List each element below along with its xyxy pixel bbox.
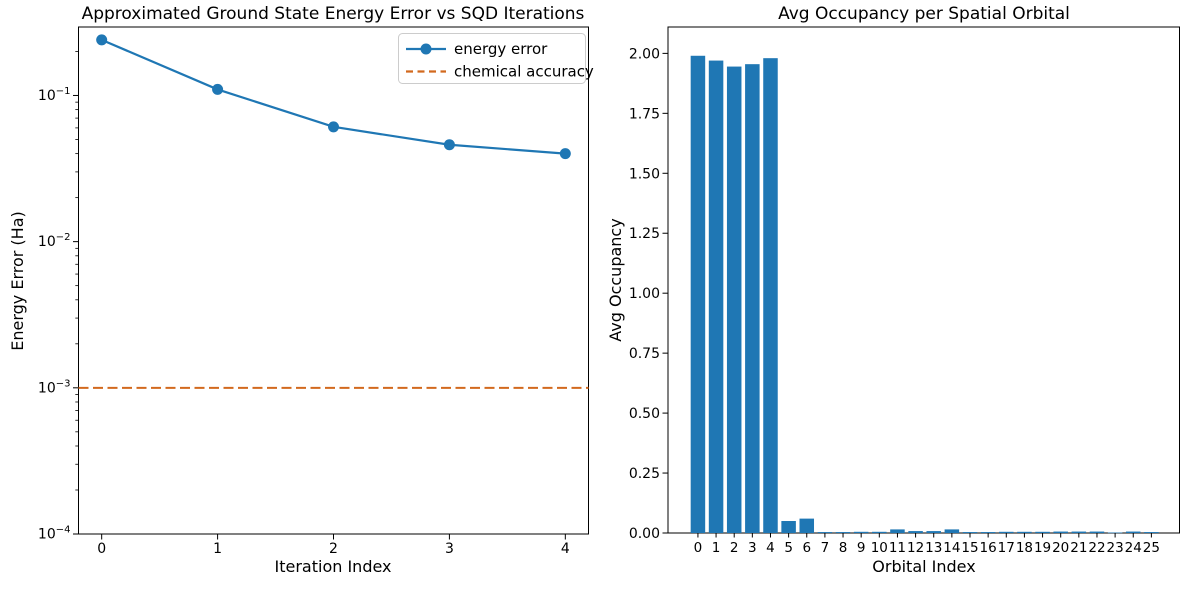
bar: [944, 529, 960, 533]
right-chart-title: Avg Occupancy per Spatial Orbital: [778, 4, 1070, 24]
y-tick-label: 10−1: [38, 86, 71, 104]
y-tick-label: 10−4: [38, 525, 71, 543]
bar: [1017, 531, 1032, 533]
y-tick-label: 1.00: [629, 286, 660, 302]
x-tick-label: 19: [1034, 540, 1051, 556]
bar: [1107, 532, 1123, 534]
x-tick-label: 5: [784, 540, 793, 556]
x-tick-label: 1: [213, 541, 222, 557]
bar: [962, 532, 978, 533]
bar: [890, 529, 905, 533]
y-tick-label: 1.25: [629, 226, 660, 242]
bar: [908, 531, 923, 533]
x-tick-label: 7: [821, 540, 830, 556]
x-tick-label: 0: [97, 541, 106, 557]
y-tick-label: 0.00: [629, 526, 660, 542]
x-tick-label: 25: [1143, 540, 1160, 556]
x-tick-label: 16: [980, 540, 997, 556]
bar: [726, 66, 742, 533]
x-tick-label: 22: [1088, 540, 1105, 556]
plot-border: [667, 26, 1180, 534]
bar: [1035, 531, 1050, 533]
bar: [745, 64, 760, 533]
bar: [835, 532, 851, 533]
x-tick-label: 24: [1125, 540, 1142, 556]
y-tick-label: 10−3: [38, 378, 71, 396]
x-tick-label: 23: [1107, 540, 1124, 556]
x-tick-label: 2: [730, 540, 739, 556]
x-tick-label: 9: [857, 540, 866, 556]
y-tick-label: 1.75: [629, 106, 660, 122]
x-tick-label: 6: [802, 540, 811, 556]
x-tick-label: 4: [561, 541, 570, 557]
bar: [1125, 531, 1141, 533]
x-tick-label: 13: [925, 540, 942, 556]
x-tick-label: 15: [961, 540, 978, 556]
legend-label-energy-error: energy error: [454, 40, 548, 58]
x-tick-label: 11: [889, 540, 906, 556]
bar: [763, 58, 778, 533]
y-tick-label: 2.00: [629, 46, 660, 62]
bar: [872, 531, 887, 533]
right-chart-ylabel: Avg Occupancy: [606, 218, 625, 341]
x-tick-label: 3: [748, 540, 757, 556]
bar: [1053, 531, 1068, 533]
data-point-marker: [443, 139, 455, 151]
x-tick-label: 1: [712, 540, 721, 556]
x-tick-label: 8: [839, 540, 848, 556]
bar: [690, 55, 706, 533]
data-point-marker: [212, 83, 224, 95]
data-point-marker: [328, 121, 339, 133]
bar: [708, 60, 724, 534]
x-tick-label: 21: [1070, 540, 1087, 556]
bar: [999, 531, 1014, 533]
y-tick-label: 0.50: [629, 406, 660, 422]
legend-energy-error-marker-sample: [420, 43, 432, 55]
bar: [980, 532, 996, 533]
y-tick-label: 0.25: [629, 466, 660, 482]
x-tick-label: 10: [871, 540, 888, 556]
x-tick-label: 12: [907, 540, 924, 556]
x-tick-label: 0: [694, 540, 703, 556]
y-tick-label: 10−2: [38, 232, 71, 250]
bar: [799, 518, 815, 533]
legend-label-chemical-accuracy: chemical accuracy: [454, 63, 594, 81]
left-chart-ylabel: Energy Error (Ha): [8, 211, 27, 351]
plot-border: [78, 26, 589, 535]
legend: energy error chemical accuracy: [398, 33, 594, 84]
occupancy-chart: 0.000.250.500.751.001.251.501.752.000 1 2 3…: [629, 26, 1180, 556]
left-chart-xlabel: Iteration Index: [275, 557, 392, 576]
x-tick-label: 20: [1052, 540, 1069, 556]
x-tick-label: 2: [329, 541, 338, 557]
y-tick-label: 1.50: [629, 166, 660, 182]
x-tick-label: 4: [766, 540, 775, 556]
bar: [1089, 531, 1105, 533]
bar: [1071, 531, 1087, 533]
right-chart-xlabel: Orbital Index: [872, 557, 975, 576]
bar: [1144, 532, 1159, 533]
bar: [817, 532, 833, 533]
x-tick-label: 18: [1016, 540, 1033, 556]
bar: [781, 521, 796, 533]
y-tick-label: 0.75: [629, 346, 660, 362]
bar: [926, 531, 941, 533]
energy-error-chart: 10−1 10−2 10−3 10−4 0 1 2 3 4: [38, 26, 589, 557]
data-point-marker: [96, 34, 108, 46]
bar: [853, 531, 869, 533]
x-tick-label: 14: [943, 540, 960, 556]
x-tick-label: 17: [998, 540, 1015, 556]
data-point-marker: [559, 148, 571, 160]
x-tick-label: 3: [445, 541, 454, 557]
left-chart-title: Approximated Ground State Energy Error v…: [82, 4, 585, 24]
